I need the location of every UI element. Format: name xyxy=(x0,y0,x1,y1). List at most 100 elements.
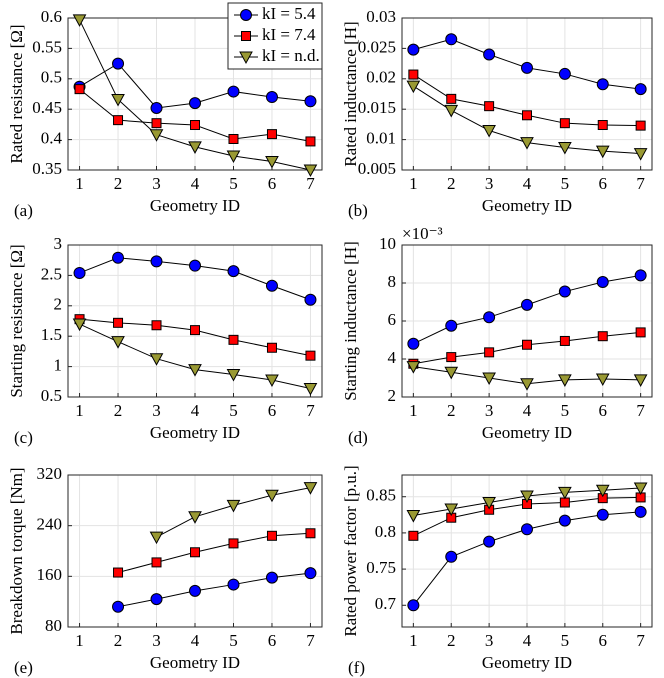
y-tick-label: 0.7 xyxy=(375,594,397,613)
x-tick-label: 3 xyxy=(485,401,494,420)
y-tick-label: 0.01 xyxy=(366,129,396,148)
marker xyxy=(188,511,202,524)
marker xyxy=(303,482,318,495)
marker xyxy=(596,78,609,91)
y-tick-label: 6 xyxy=(388,310,397,329)
y-tick-label: 0.75 xyxy=(366,558,396,577)
x-tick-label: 5 xyxy=(561,174,570,193)
y-tick-label: 3 xyxy=(54,234,63,253)
marker xyxy=(406,510,421,523)
axes-box xyxy=(401,244,653,398)
y-tick-label: 0.015 xyxy=(358,98,396,117)
x-tick-label: 6 xyxy=(268,174,277,193)
marker xyxy=(596,508,609,521)
marker xyxy=(227,578,240,591)
x-tick-label: 4 xyxy=(191,174,200,193)
marker xyxy=(484,101,495,112)
marker xyxy=(483,311,496,324)
marker xyxy=(482,124,496,138)
y-tick-label: 4 xyxy=(388,348,397,367)
x-tick-label: 6 xyxy=(599,401,608,420)
y-tick-label: 0.45 xyxy=(32,98,62,117)
marker xyxy=(111,336,125,349)
marker xyxy=(558,486,572,500)
marker xyxy=(521,523,533,536)
y-tick-label: 0.025 xyxy=(358,37,396,56)
y-tick-label: 0.5 xyxy=(41,68,62,87)
marker xyxy=(150,255,163,268)
marker xyxy=(265,91,278,104)
y-tick-label: 0.02 xyxy=(366,68,396,87)
x-tick-label: 4 xyxy=(191,631,200,650)
x-tick-label: 1 xyxy=(409,174,418,193)
x-tick-label: 1 xyxy=(75,174,84,193)
marker xyxy=(113,317,124,328)
marker xyxy=(445,550,458,563)
x-tick-label: 2 xyxy=(114,401,123,420)
marker xyxy=(112,57,125,70)
y-tick-label: 0.55 xyxy=(32,37,62,56)
marker xyxy=(266,129,277,140)
y-tick-label: 0.6 xyxy=(41,7,62,26)
x-axis-label: Geometry ID xyxy=(482,423,572,442)
y-axis-label: Rated power factor [p.u.] xyxy=(341,465,360,636)
legend-label: kI = 5.4 xyxy=(262,4,316,23)
marker xyxy=(522,110,532,121)
marker xyxy=(150,593,163,606)
axes-box xyxy=(401,17,653,171)
y-tick-label: 0.03 xyxy=(366,7,396,26)
panel-label: (d) xyxy=(348,428,368,447)
y-axis-label: Rated resistance [Ω] xyxy=(7,24,26,163)
y-tick-label: 0.85 xyxy=(366,486,396,505)
marker xyxy=(446,93,457,104)
marker xyxy=(445,33,458,46)
x-tick-label: 5 xyxy=(229,174,238,193)
marker xyxy=(595,145,610,159)
marker xyxy=(407,599,420,612)
marker xyxy=(597,331,608,342)
panel-label: (c) xyxy=(14,428,33,447)
x-tick-label: 7 xyxy=(306,174,315,193)
x-tick-label: 3 xyxy=(485,631,494,650)
marker xyxy=(149,353,164,366)
marker xyxy=(633,482,648,496)
marker xyxy=(150,101,163,114)
marker xyxy=(303,164,318,178)
marker xyxy=(483,48,496,61)
marker xyxy=(304,293,317,306)
marker xyxy=(265,489,279,503)
axes-box xyxy=(67,474,323,628)
marker xyxy=(305,136,316,147)
marker xyxy=(558,142,572,155)
y-tick-label: 0.005 xyxy=(358,159,396,178)
x-tick-label: 2 xyxy=(114,631,123,650)
marker xyxy=(113,115,124,126)
x-tick-label: 7 xyxy=(306,631,315,650)
x-tick-label: 5 xyxy=(561,631,570,650)
x-tick-label: 1 xyxy=(75,401,84,420)
marker xyxy=(74,84,85,95)
y-axis-label: Starting inductance [H] xyxy=(341,241,360,401)
marker xyxy=(520,490,534,504)
marker xyxy=(111,93,125,107)
marker xyxy=(635,327,646,338)
marker xyxy=(522,339,532,350)
x-tick-label: 5 xyxy=(229,401,238,420)
legend-marker xyxy=(240,9,252,21)
marker xyxy=(227,85,240,98)
marker xyxy=(305,528,316,539)
x-tick-label: 7 xyxy=(306,401,315,420)
y-tick-label: 2 xyxy=(54,295,63,314)
y-tick-label: 0.35 xyxy=(32,159,62,178)
y-tick-label: 160 xyxy=(37,565,63,584)
marker xyxy=(634,269,647,282)
legend-marker xyxy=(239,51,253,65)
marker xyxy=(188,141,202,154)
marker xyxy=(228,334,239,345)
marker xyxy=(559,118,570,129)
x-tick-label: 6 xyxy=(268,401,277,420)
marker xyxy=(558,67,571,80)
panel-label: (a) xyxy=(14,201,33,220)
marker xyxy=(558,374,572,387)
marker xyxy=(597,120,608,131)
